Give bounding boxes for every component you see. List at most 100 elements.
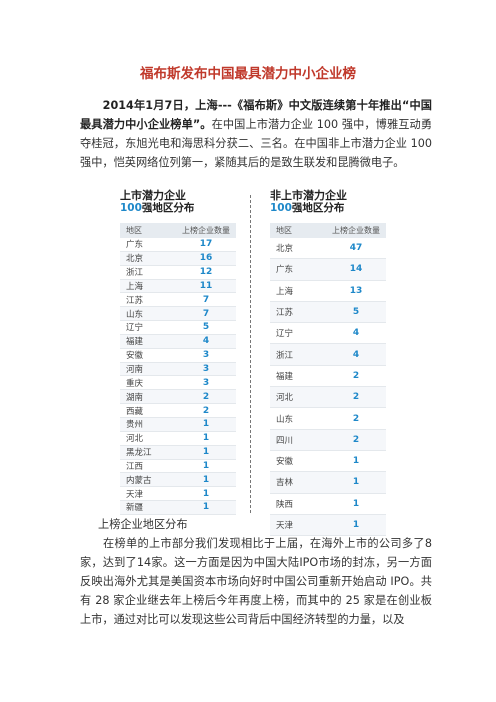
table-row: 贵州 1 (120, 417, 236, 432)
listed-table-body: 广东 17 北京 16 浙江 12 上海 11 江苏 7 山东 7 辽宁 5 福建 4 安徽 3 河南 3 重庆 3 湖南 2… (120, 238, 236, 515)
count-cell: 2 (202, 405, 210, 416)
table-row: 上海 13 (270, 281, 386, 302)
count-cell: 1 (202, 433, 210, 444)
region-cell: 陕西 (276, 499, 294, 510)
count-cell: 2 (352, 370, 360, 381)
table-row: 天津 1 (120, 487, 236, 502)
listed-table-title-line1: 上市潜力企业 (120, 189, 186, 202)
region-cell: 湖南 (126, 392, 144, 403)
table-row: 内蒙古 1 (120, 473, 236, 488)
listed-table-title-line2: 100强地区分布 (120, 202, 236, 215)
body-text: 在榜单的上市部分我们发现相比于上届，在海外上市的公司多了8家，达到了14家。这一… (80, 537, 432, 626)
table-row: 福建 2 (270, 366, 386, 388)
region-cell: 上海 (126, 281, 144, 292)
col-count-header: 上榜企业数量 (332, 226, 380, 235)
unlisted-title-rest: 强地区分布 (291, 202, 345, 214)
count-cell: 1 (202, 502, 210, 513)
count-cell: 47 (349, 243, 363, 254)
region-cell: 西藏 (126, 406, 144, 417)
table-row: 辽宁 4 (270, 323, 386, 345)
count-cell: 7 (202, 294, 210, 305)
table-row: 山东 2 (270, 408, 386, 430)
count-cell: 1 (352, 520, 360, 530)
intro-paragraph: 2014年1月7日，上海---《福布斯》中文版连续第十年推出“中国最具潜力中小企… (80, 96, 432, 172)
unlisted-table-header: 地区 上榜企业数量 (270, 223, 386, 238)
table-row: 安徽 3 (120, 349, 236, 363)
count-cell: 2 (202, 391, 210, 402)
count-cell: 17 (199, 239, 213, 250)
table-row: 江苏 7 (120, 293, 236, 308)
region-cell: 江苏 (276, 308, 294, 319)
region-cell: 辽宁 (126, 323, 144, 334)
region-cell: 福建 (126, 337, 144, 348)
table-row: 福建 4 (120, 334, 236, 349)
count-cell: 1 (352, 477, 360, 488)
table-row: 安徽 1 (270, 451, 386, 473)
table-row: 广东 14 (270, 259, 386, 281)
region-cell: 天津 (126, 489, 144, 500)
region-cell: 内蒙古 (126, 475, 152, 486)
count-cell: 12 (199, 267, 213, 278)
count-cell: 1 (352, 456, 360, 467)
table-row: 江苏 5 (270, 301, 386, 324)
region-cell: 河北 (276, 393, 294, 404)
count-cell: 4 (352, 328, 360, 339)
table-row: 西藏 2 (120, 404, 236, 418)
region-cell: 河南 (126, 365, 144, 376)
table-row: 浙江 12 (120, 266, 236, 280)
table-row: 四川 2 (270, 429, 386, 451)
table-row: 浙江 4 (270, 344, 386, 366)
count-cell: 5 (352, 307, 360, 318)
table-row: 辽宁 5 (120, 321, 236, 335)
region-cell: 北京 (276, 244, 294, 255)
region-cell: 安徽 (126, 351, 144, 362)
col-count-header: 上榜企业数量 (182, 226, 230, 235)
table-row: 北京 16 (120, 251, 236, 266)
count-cell: 7 (202, 308, 210, 319)
table-row: 河南 3 (120, 362, 236, 377)
region-cell: 吉林 (276, 478, 294, 489)
region-cell: 江西 (126, 461, 144, 472)
table-row: 黑龙江 1 (120, 445, 236, 460)
count-cell: 3 (202, 377, 210, 388)
count-cell: 11 (199, 280, 213, 291)
col-region-header: 地区 (276, 226, 292, 235)
figure-caption: 上榜企业地区分布 (98, 518, 188, 531)
count-cell: 1 (202, 419, 210, 430)
listed-table-header: 地区 上榜企业数量 (120, 223, 236, 238)
listed-title-number: 100 (120, 202, 142, 214)
count-cell: 2 (352, 434, 360, 445)
intro-lead: 2014年1月7日，上海---《福布斯》中文版连续第十年推出“中国最具潜力中小企… (80, 99, 432, 131)
table-row: 天津 1 (270, 514, 386, 537)
region-cell: 广东 (126, 240, 144, 251)
region-cell: 重庆 (126, 378, 144, 389)
table-row: 湖南 2 (120, 390, 236, 405)
count-cell: 2 (352, 413, 360, 424)
intro-rest: 在中国上市潜力企业 100 强中，博雅互动勇夺桂冠，东旭光电和海思科分获二、三名… (80, 118, 433, 169)
listed-title-rest: 强地区分布 (141, 202, 195, 214)
region-cell: 辽宁 (276, 329, 294, 340)
region-cell: 浙江 (126, 268, 144, 279)
article-title: 福布斯发布中国最具潜力中小企业榜 (140, 66, 356, 82)
count-cell: 3 (202, 350, 210, 361)
region-cell: 山东 (276, 414, 294, 425)
table-row: 新疆 1 (120, 501, 236, 515)
region-cell: 浙江 (276, 350, 294, 361)
count-cell: 16 (199, 253, 213, 264)
region-cell: 河北 (126, 434, 144, 445)
region-cell: 天津 (276, 521, 294, 531)
table-row: 广东 17 (120, 238, 236, 252)
listed-region-table: 上市潜力企业 100强地区分布 地区 上榜企业数量 广东 17 北京 16 浙江 12 上海… (120, 190, 236, 515)
region-cell: 广东 (276, 265, 294, 276)
table-row: 北京 47 (270, 238, 386, 260)
column-divider (250, 195, 251, 513)
count-cell: 1 (202, 488, 210, 499)
unlisted-region-table: 非上市潜力企业 100强地区分布 地区 上榜企业数量 北京 47 广东 14 上海 13 江… (270, 190, 386, 537)
region-cell: 黑龙江 (126, 448, 152, 459)
count-cell: 1 (202, 447, 210, 458)
table-row: 上海 11 (120, 279, 236, 294)
region-cell: 上海 (276, 286, 294, 297)
count-cell: 1 (202, 460, 210, 471)
count-cell: 5 (202, 322, 210, 333)
count-cell: 4 (202, 336, 210, 347)
